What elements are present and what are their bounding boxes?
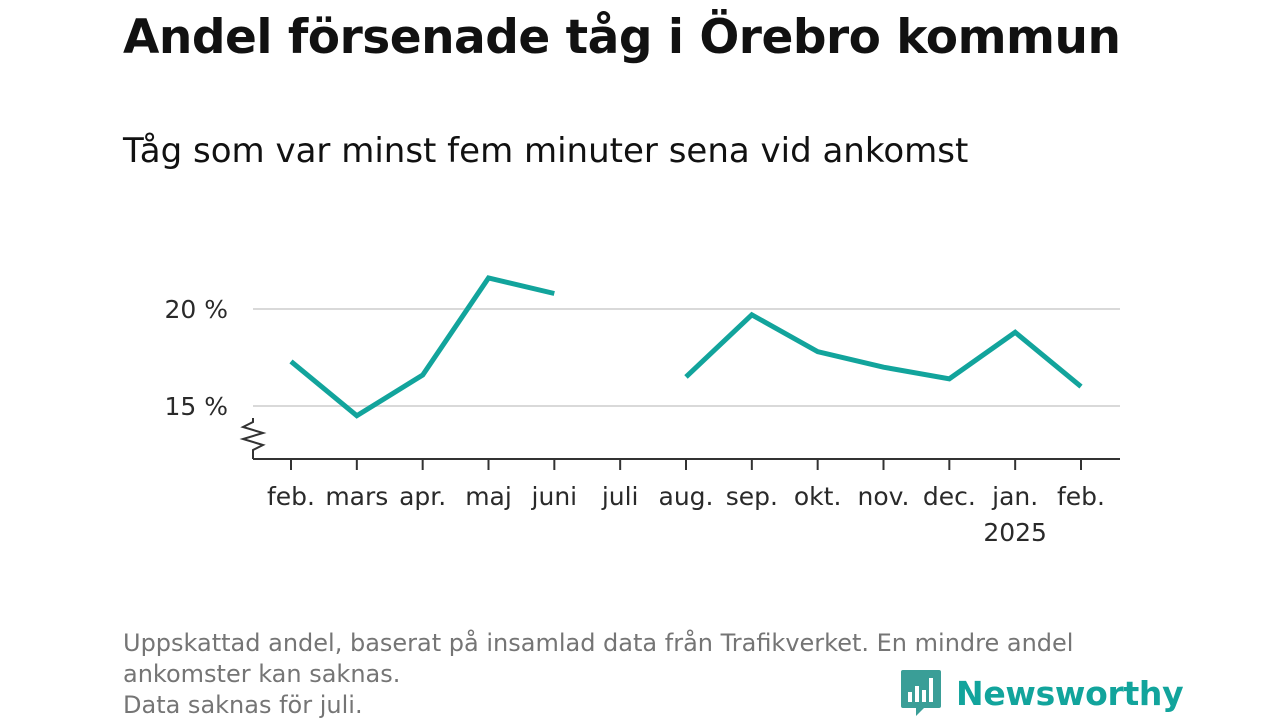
x-tick-label: maj: [465, 482, 512, 511]
chart-subtitle: Tåg som var minst fem minuter sena vid a…: [123, 131, 969, 171]
series-lines: [289, 275, 1083, 419]
y-axis-labels: 15 % 20 %: [164, 295, 228, 421]
brand-name: Newsworthy: [956, 673, 1184, 713]
x-tick-label: feb.: [1057, 482, 1105, 511]
footnote-line-3: Data saknas för juli.: [123, 691, 363, 719]
axis-break-marker: [239, 418, 267, 459]
x-tick-label: dec.: [923, 482, 976, 511]
x-tick-label: nov.: [858, 482, 910, 511]
x-tick-label: aug.: [659, 482, 714, 511]
chart-title: Andel försenade tåg i Örebro kommun: [123, 10, 1121, 65]
x-tick-label: okt.: [794, 482, 842, 511]
bar-chart-speech-bubble-icon: [901, 670, 941, 716]
x-tick-label: mars: [325, 482, 388, 511]
line-chart: 15 % 20 % feb. mars apr. maj juni juli aug. sep.…: [164, 275, 1120, 547]
footnote: Uppskattad andel, baserat på insamlad da…: [123, 628, 1074, 720]
grid-lines: [253, 308, 1120, 407]
series-line-segment: [684, 311, 1083, 389]
x-tick-label: feb.: [267, 482, 315, 511]
y-tick-label: 20 %: [164, 295, 228, 324]
x-tick-label: juni: [531, 482, 578, 511]
footnote-line-2: ankomster kan saknas.: [123, 660, 401, 688]
x-axis-labels: feb. mars apr. maj juni juli aug. sep. okt. nov. d…: [267, 482, 1105, 547]
x-tick-year-label: 2025: [983, 518, 1047, 547]
x-tick-label: apr.: [399, 482, 446, 511]
newsworthy-logo: Newsworthy: [900, 668, 1184, 718]
series-line-segment: [289, 275, 555, 419]
x-tick-label: sep.: [726, 482, 778, 511]
y-axis-break: [239, 418, 267, 459]
x-tick-label: juli: [601, 482, 639, 511]
y-tick-label: 15 %: [164, 392, 228, 421]
x-axis: [253, 458, 1120, 470]
x-tick-label: jan.: [991, 482, 1038, 511]
footnote-line-1: Uppskattad andel, baserat på insamlad da…: [123, 629, 1074, 657]
